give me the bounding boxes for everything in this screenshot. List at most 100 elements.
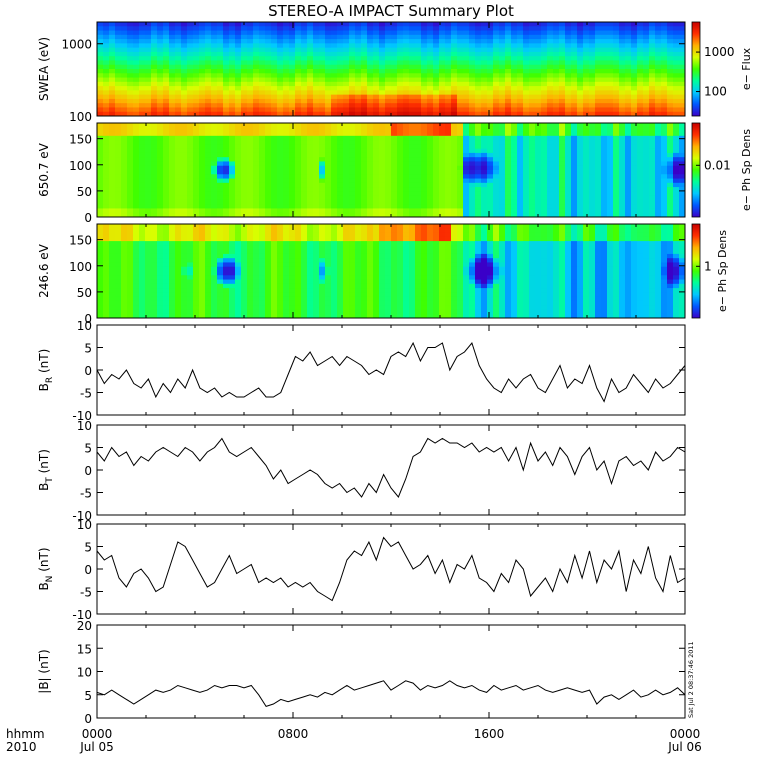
spectrogram-cell bbox=[595, 43, 602, 49]
spectrogram-cell bbox=[103, 199, 110, 205]
spectrogram-cell bbox=[133, 313, 140, 318]
spectrogram-cell bbox=[523, 135, 530, 141]
spectrogram-cell bbox=[127, 305, 134, 311]
spectrogram-cell bbox=[331, 39, 338, 44]
spectrogram-cell bbox=[523, 98, 530, 104]
spectrogram-cell bbox=[229, 174, 236, 180]
spectrogram-cell bbox=[127, 165, 134, 171]
spectrogram-cell bbox=[655, 174, 662, 180]
spectrogram-cell bbox=[349, 208, 356, 214]
spectrogram-cell bbox=[325, 51, 332, 57]
spectrogram-cell bbox=[157, 178, 164, 184]
spectrogram-cell bbox=[487, 127, 494, 133]
spectrogram-cell bbox=[463, 170, 470, 175]
spectrogram-cell bbox=[151, 135, 158, 141]
spectrogram-cell bbox=[259, 90, 266, 96]
spectrogram-cell bbox=[265, 195, 272, 201]
spectrogram-cell bbox=[121, 64, 128, 70]
spectrogram-cell bbox=[397, 174, 404, 180]
spectrogram-cell bbox=[127, 296, 134, 302]
spectrogram-cell bbox=[259, 170, 266, 175]
spectrogram-cell bbox=[487, 204, 494, 210]
spectrogram-cell bbox=[421, 195, 428, 201]
spectrogram-cell bbox=[673, 195, 680, 201]
spectrogram-cell bbox=[247, 170, 254, 175]
spectrogram-cell bbox=[199, 165, 206, 171]
spectrogram-cell bbox=[469, 64, 476, 70]
spectrogram-cell bbox=[547, 182, 554, 188]
spectrogram-cell bbox=[109, 157, 116, 163]
spectrogram-cell bbox=[229, 90, 236, 96]
spectrogram-cell bbox=[367, 77, 374, 83]
spectrogram-cell bbox=[301, 98, 308, 104]
spectrogram-cell bbox=[385, 191, 392, 197]
spectrogram-cell bbox=[187, 266, 194, 272]
spectrogram-cell bbox=[259, 271, 266, 276]
spectrogram-cell bbox=[127, 292, 134, 298]
spectrogram-cell bbox=[121, 262, 128, 268]
spectrogram-cell bbox=[613, 208, 620, 214]
spectrogram-cell bbox=[565, 81, 572, 87]
spectrogram-cell bbox=[223, 26, 230, 32]
spectrogram-cell bbox=[439, 30, 446, 36]
spectrogram-cell bbox=[217, 86, 224, 91]
spectrogram-cell bbox=[535, 182, 542, 188]
spectrogram-cell bbox=[325, 157, 332, 163]
spectrogram-cell bbox=[169, 30, 176, 36]
spectrogram-cell bbox=[103, 86, 110, 91]
spectrogram-cell bbox=[151, 305, 158, 311]
spectrogram-cell bbox=[433, 34, 440, 40]
spectrogram-cell bbox=[331, 157, 338, 163]
spectrogram-cell bbox=[235, 288, 242, 293]
spectrogram-cell bbox=[349, 60, 356, 66]
spectrogram-cell bbox=[193, 224, 200, 229]
spectrogram-cell bbox=[643, 131, 650, 137]
spectrogram-cell bbox=[631, 94, 638, 100]
spectrogram-cell bbox=[289, 47, 296, 53]
spectrogram-cell bbox=[157, 228, 164, 234]
spectrogram-cell bbox=[433, 191, 440, 197]
spectrogram-cell bbox=[577, 182, 584, 188]
spectrogram-cell bbox=[241, 174, 248, 180]
spectrogram-cell bbox=[127, 241, 134, 246]
spectrogram-cell bbox=[241, 51, 248, 57]
spectrogram-cell bbox=[115, 199, 122, 205]
spectrogram-cell bbox=[673, 56, 680, 62]
spectrogram-cell bbox=[331, 191, 338, 197]
spectrogram-cell bbox=[211, 157, 218, 163]
spectrogram-cell bbox=[241, 39, 248, 44]
spectrogram-cell bbox=[541, 170, 548, 175]
spectrogram-cell bbox=[163, 292, 170, 298]
spectrogram-cell bbox=[217, 241, 224, 246]
spectrogram-cell bbox=[415, 30, 422, 36]
spectrogram-cell bbox=[337, 212, 344, 217]
spectrogram-cell bbox=[139, 262, 146, 268]
spectrogram-cell bbox=[127, 60, 134, 66]
spectrogram-cell bbox=[127, 208, 134, 214]
spectrogram-cell bbox=[307, 98, 314, 104]
spectrogram-cell bbox=[625, 26, 632, 32]
spectrogram-cell bbox=[289, 178, 296, 184]
spectrogram-cell bbox=[601, 165, 608, 171]
spectrogram-cell bbox=[283, 165, 290, 171]
spectrogram-cell bbox=[463, 77, 470, 83]
spectrogram-cell bbox=[661, 191, 668, 197]
spectrogram-cell bbox=[577, 170, 584, 175]
spectrogram-cell bbox=[301, 191, 308, 197]
spectrogram-cell bbox=[607, 199, 614, 205]
spectrogram-cell bbox=[211, 152, 218, 158]
spectrogram-cell bbox=[277, 73, 284, 79]
spectrogram-cell bbox=[253, 266, 260, 272]
spectrogram-cell bbox=[103, 253, 110, 259]
spectrogram-cell bbox=[121, 90, 128, 96]
spectrogram-cell bbox=[607, 77, 614, 83]
spectrogram-cell bbox=[343, 22, 350, 27]
spectrogram-cell bbox=[121, 313, 128, 318]
spectrogram-cell bbox=[187, 148, 194, 154]
spectrogram-cell bbox=[577, 174, 584, 180]
spectrogram-cell bbox=[175, 135, 182, 141]
spectrogram-cell bbox=[229, 165, 236, 171]
spectrogram-cell bbox=[133, 26, 140, 32]
spectrogram-cell bbox=[505, 51, 512, 57]
spectrogram-cell bbox=[211, 165, 218, 171]
